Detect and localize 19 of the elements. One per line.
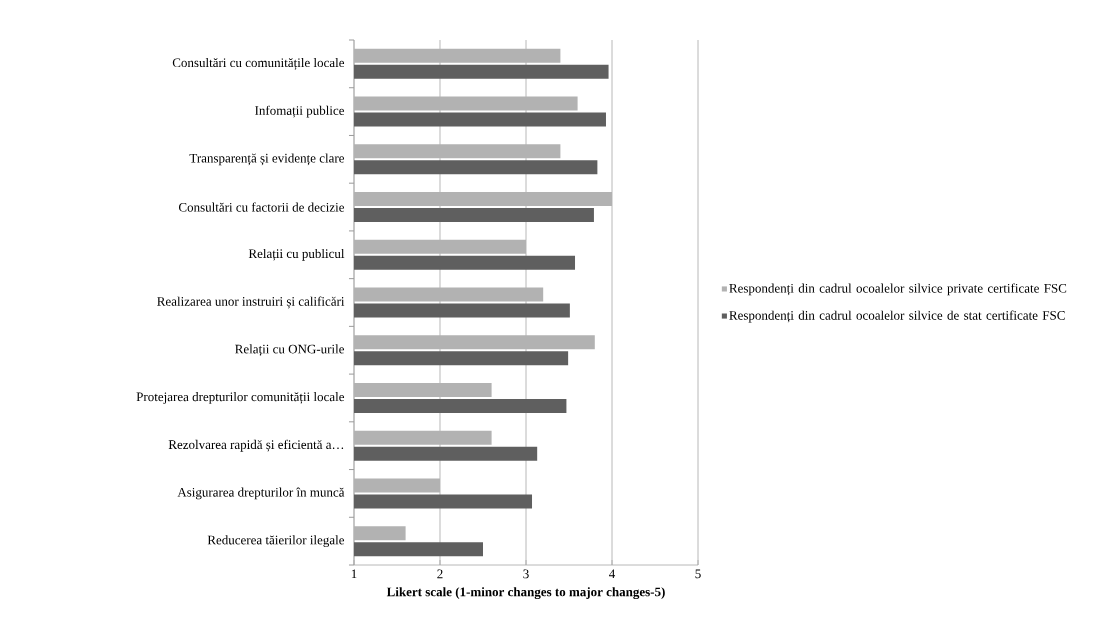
y-tick-label: Relații cu ONG-urile: [235, 344, 345, 357]
legend-label: Respondenți din cadrul ocoalelor silvice private certificate FSC: [729, 283, 1067, 296]
x-tick-label: 2: [437, 569, 443, 579]
y-tick-label: Asigurarea drepturilor în muncă: [177, 487, 345, 500]
y-tick-label: Transparență și evidențe clare: [189, 153, 345, 166]
y-tick-label: Rezolvarea rapidă și eficientă a…: [168, 439, 344, 452]
x-tick-label: 4: [609, 569, 616, 579]
y-tick-label: Consultări cu factorii de decizie: [178, 202, 345, 212]
y-tick-label: Infomații publice: [255, 105, 345, 118]
x-tick-label: 3: [523, 569, 529, 579]
y-tick-label: Relații cu publicul: [248, 248, 345, 261]
x-tick-label: 1: [351, 569, 357, 579]
y-tick-label: Reducerea tăierilor ilegale: [207, 535, 345, 548]
y-tick-label: Realizarea unor instruiri și calificări: [157, 296, 345, 309]
y-tick-label: Protejarea drepturilor comunității locale: [136, 392, 345, 404]
x-axis-title: Likert scale (1-minor changes to major changes-5): [386, 587, 665, 600]
y-tick-label: Consultări cu comunitățile locale: [172, 57, 345, 70]
legend-label: Respondenți din cadrul ocoalelor silvice de stat certificate FSC: [729, 310, 1065, 323]
x-tick-label: 5: [695, 569, 701, 579]
